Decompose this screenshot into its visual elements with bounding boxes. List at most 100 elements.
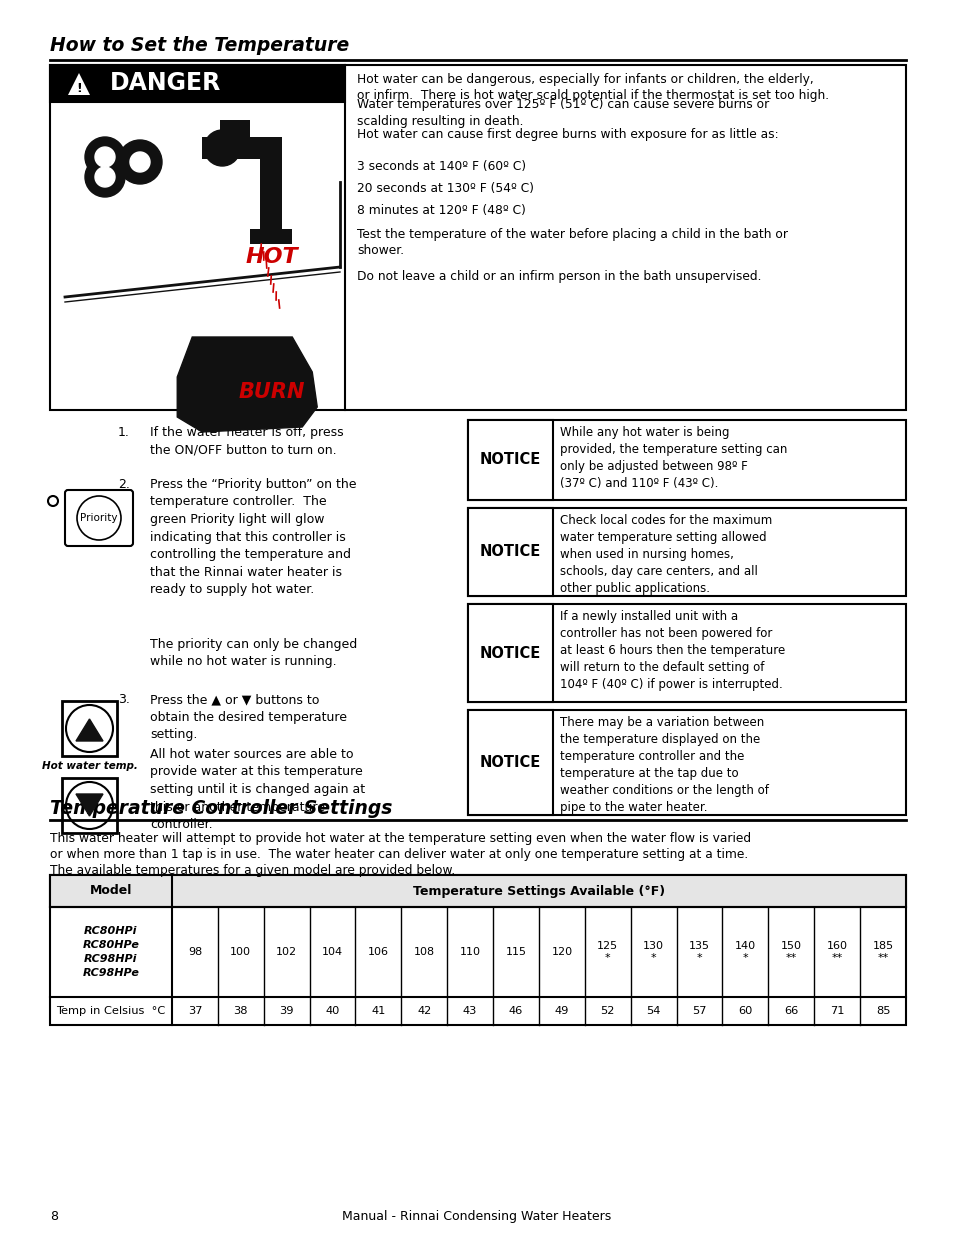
Circle shape (204, 130, 240, 165)
Text: or when more than 1 tap is in use.  The water heater can deliver water at only o: or when more than 1 tap is in use. The w… (50, 848, 747, 861)
Text: 40: 40 (325, 1007, 339, 1016)
Bar (468, 604, 905, 701)
Bar (250, 228, 292, 245)
Text: 135
*: 135 * (688, 941, 709, 963)
Text: 66: 66 (783, 1007, 798, 1016)
Circle shape (95, 167, 115, 186)
Text: 120: 120 (551, 947, 572, 957)
Text: 3.: 3. (118, 693, 130, 706)
Text: 43: 43 (462, 1007, 476, 1016)
Text: RC98HPi: RC98HPi (84, 953, 137, 965)
Text: This water heater will attempt to provide hot water at the temperature setting e: This water heater will attempt to provid… (50, 832, 750, 845)
Bar (468, 508, 905, 597)
Text: 42: 42 (416, 1007, 431, 1016)
Text: 150
**: 150 ** (780, 941, 801, 963)
Text: Temperature Controller Settings: Temperature Controller Settings (50, 799, 392, 818)
Text: 2.: 2. (118, 478, 130, 492)
Text: 140
*: 140 * (734, 941, 755, 963)
Text: The priority can only be changed
while no hot water is running.: The priority can only be changed while n… (150, 638, 356, 668)
Text: 110: 110 (459, 947, 480, 957)
Text: RC98HPe: RC98HPe (83, 968, 139, 978)
Text: 49: 49 (554, 1007, 569, 1016)
Text: How to Set the Temperature: How to Set the Temperature (50, 36, 349, 56)
Bar (50, 876, 905, 1025)
Text: HOT: HOT (246, 247, 298, 267)
Bar (468, 508, 553, 597)
Text: 60: 60 (738, 1007, 752, 1016)
Text: NOTICE: NOTICE (479, 646, 540, 661)
Text: 52: 52 (600, 1007, 615, 1016)
Text: Temperature Settings Available (°F): Temperature Settings Available (°F) (413, 884, 664, 898)
Bar (88, 169, 122, 185)
Bar (468, 420, 905, 500)
Text: Do not leave a child or an infirm person in the bath unsupervised.: Do not leave a child or an infirm person… (356, 270, 760, 283)
Text: 130
*: 130 * (642, 941, 663, 963)
Text: 98: 98 (188, 947, 202, 957)
Text: Press the “Priority button” on the
temperature controller.  The
green Priority l: Press the “Priority button” on the tempe… (150, 478, 356, 597)
Bar (50, 876, 905, 906)
Text: Hot water temp.: Hot water temp. (42, 761, 137, 771)
Text: All hot water sources are able to
provide water at this temperature
setting unti: All hot water sources are able to provid… (150, 748, 365, 831)
Text: 115: 115 (505, 947, 526, 957)
Text: RC80HPi: RC80HPi (84, 926, 137, 936)
Circle shape (95, 147, 115, 167)
Text: Model: Model (90, 884, 132, 898)
Text: 8: 8 (50, 1210, 58, 1223)
Text: 106: 106 (368, 947, 389, 957)
Text: The available temperatures for a given model are provided below.: The available temperatures for a given m… (50, 864, 455, 877)
Bar (62, 701, 117, 756)
Text: DANGER: DANGER (110, 72, 221, 95)
Polygon shape (68, 73, 90, 95)
Text: 8 minutes at 120º F (48º C): 8 minutes at 120º F (48º C) (356, 204, 525, 217)
Text: NOTICE: NOTICE (479, 452, 540, 468)
Text: NOTICE: NOTICE (479, 545, 540, 559)
Text: 1.: 1. (118, 426, 130, 438)
Text: 3 seconds at 140º F (60º C): 3 seconds at 140º F (60º C) (356, 161, 525, 173)
Bar (468, 710, 905, 815)
Text: 38: 38 (233, 1007, 248, 1016)
Text: Hot water can be dangerous, especially for infants or children, the elderly,
or : Hot water can be dangerous, especially f… (356, 73, 828, 103)
Text: Priority: Priority (80, 513, 117, 522)
Text: 85: 85 (875, 1007, 889, 1016)
Text: 108: 108 (414, 947, 435, 957)
Text: Test the temperature of the water before placing a child in the bath or
shower.: Test the temperature of the water before… (356, 228, 787, 258)
Polygon shape (76, 719, 103, 741)
Text: 100: 100 (230, 947, 251, 957)
Bar (88, 149, 122, 165)
Bar (468, 420, 553, 500)
Bar (260, 159, 282, 228)
Text: 46: 46 (508, 1007, 522, 1016)
Text: RC80HPe: RC80HPe (83, 940, 139, 950)
Text: Water temperatures over 125º F (51º C) can cause severe burns or
scalding result: Water temperatures over 125º F (51º C) c… (356, 98, 768, 127)
Bar (62, 778, 117, 832)
Polygon shape (177, 337, 317, 432)
Bar (50, 65, 905, 410)
Text: 104: 104 (322, 947, 343, 957)
Text: 57: 57 (692, 1007, 706, 1016)
Text: Hot water can cause first degree burns with exposure for as little as:: Hot water can cause first degree burns w… (356, 128, 778, 141)
Text: 185
**: 185 ** (872, 941, 893, 963)
Circle shape (85, 157, 125, 198)
Bar (468, 604, 553, 701)
Bar (220, 120, 250, 138)
Text: Temp in Celsius  °C: Temp in Celsius °C (56, 1007, 166, 1016)
Text: BURN: BURN (239, 382, 305, 403)
Bar (468, 710, 553, 815)
Polygon shape (76, 794, 103, 816)
Text: !: ! (76, 83, 82, 95)
Bar (50, 65, 345, 103)
Circle shape (130, 152, 150, 172)
Text: While any hot water is being
provided, the temperature setting can
only be adjus: While any hot water is being provided, t… (559, 426, 786, 490)
FancyBboxPatch shape (65, 490, 132, 546)
Circle shape (85, 137, 125, 177)
Text: 37: 37 (188, 1007, 202, 1016)
Text: 71: 71 (829, 1007, 843, 1016)
Text: 125
*: 125 * (597, 941, 618, 963)
Text: If the water heater is off, press
the ON/OFF button to turn on.: If the water heater is off, press the ON… (150, 426, 343, 457)
Text: 41: 41 (371, 1007, 385, 1016)
Text: 20 seconds at 130º F (54º C): 20 seconds at 130º F (54º C) (356, 182, 534, 195)
Text: 160
**: 160 ** (826, 941, 847, 963)
Text: If a newly installed unit with a
controller has not been powered for
at least 6 : If a newly installed unit with a control… (559, 610, 784, 692)
Text: 39: 39 (279, 1007, 294, 1016)
Text: 54: 54 (646, 1007, 660, 1016)
